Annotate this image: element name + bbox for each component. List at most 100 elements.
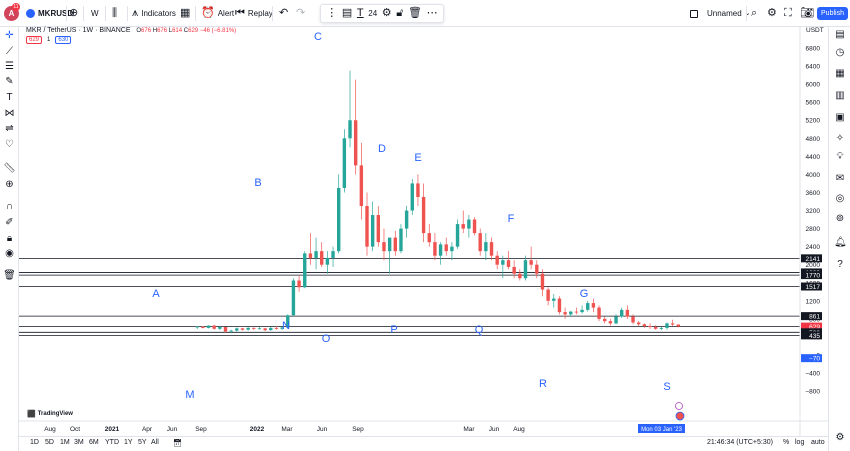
auto-toggle[interactable]: auto (811, 439, 825, 446)
hotlist-icon[interactable]: ▥ (835, 90, 845, 101)
notifications-icon[interactable]: 🔔︎ (834, 237, 847, 248)
range-1d[interactable]: 1D (30, 439, 39, 446)
tradingview-logo[interactable]: ⬛ TradingView (27, 411, 73, 418)
candle-body (280, 327, 284, 329)
grid-icon: ▦ (180, 7, 191, 19)
annotation-label-q: Q (475, 324, 484, 336)
search-icon: ⌕ (751, 7, 758, 19)
redo-button[interactable]: ↷ (296, 0, 305, 27)
settings-gear-icon[interactable]: ⚙ (381, 7, 392, 19)
clock-time[interactable]: 21:46:34 (UTC+5:30) (707, 439, 773, 446)
brush-icon[interactable]: ✎ (5, 76, 14, 87)
remove-drawings-icon[interactable]: 🗑︎ (3, 270, 16, 281)
time-tick-label: 2022 (250, 426, 265, 433)
candle-body (376, 215, 381, 243)
text-color-icon[interactable]: T (356, 7, 364, 19)
stay-in-drawing-icon[interactable]: ✐ (5, 217, 14, 228)
candle-body (286, 315, 290, 328)
watchlist-icon[interactable]: ▤ (835, 29, 845, 40)
chart-settings-button[interactable]: ⚙ (767, 0, 777, 27)
symbol-search[interactable]: MKRUSD (26, 0, 73, 27)
lock-drawings-icon[interactable]: 🔒︎ (6, 233, 13, 244)
template-icon[interactable]: ▤ (341, 7, 353, 19)
data-window-icon[interactable]: ▦ (835, 68, 845, 79)
candle-body (370, 215, 375, 247)
log-toggle[interactable]: log (795, 439, 805, 446)
snapshot-button[interactable]: 📷︎ (800, 0, 814, 27)
publish-button[interactable]: Publish (817, 7, 848, 20)
magnet-icon[interactable]: ∩ (5, 201, 14, 212)
ideas-icon[interactable]: ✧ (835, 133, 845, 144)
price-tick-label: −800 (805, 389, 820, 396)
crosshair-date-text: Mon 03 Jan '23 (641, 427, 683, 433)
candle-body (636, 322, 641, 325)
price-axis-currency: USDT (806, 27, 824, 34)
font-size-select[interactable]: 24 (368, 9, 378, 18)
chat-icon[interactable]: ✉ (835, 173, 845, 184)
ruler-icon[interactable]: 📏︎ (3, 163, 16, 174)
calendar-icon[interactable]: ▣ (835, 112, 845, 123)
candle-body (331, 251, 335, 258)
range-6m[interactable]: 6M (89, 439, 99, 446)
candle-body (342, 138, 347, 188)
streams-icon[interactable]: ◎ (835, 193, 845, 204)
candle-body (467, 219, 471, 229)
candle-body (472, 219, 477, 234)
zoom-in-icon[interactable]: ⊕ (5, 179, 14, 190)
annotation-label-b: B (254, 177, 261, 189)
candle-body (563, 312, 567, 315)
broadcast-icon[interactable]: ⊚ (835, 213, 845, 224)
chart-type-button[interactable]: ⫼ (112, 0, 117, 27)
help-icon[interactable]: ? (837, 259, 843, 270)
indicators-button[interactable]: ⩚ Indicators (132, 0, 176, 27)
drag-handle-icon[interactable]: ⋮ (326, 7, 338, 19)
goto-date-icon[interactable]: 📅︎ (173, 440, 182, 447)
fullscreen-button[interactable]: ⛶ (784, 0, 792, 27)
sell-button[interactable]: 629 (26, 36, 43, 44)
time-tick-label: Aug (44, 426, 56, 433)
buy-button[interactable]: 630 (55, 36, 72, 44)
lock-icon[interactable]: 🔓︎ (396, 7, 404, 19)
candle-body (212, 325, 216, 329)
pattern-icon[interactable]: ⋈ (4, 108, 15, 119)
annotation-label-e: E (414, 152, 421, 164)
trend-line-icon[interactable]: ⟋ (6, 46, 13, 57)
range-5y[interactable]: 5Y (138, 439, 147, 446)
indicators-label: Indicators (141, 9, 176, 18)
templates-button[interactable]: ▦ (180, 0, 190, 27)
heart-icon[interactable]: ♡ (5, 139, 14, 150)
panel-settings-icon[interactable]: ⚙ (835, 432, 845, 443)
eye-icon[interactable]: ◉ (5, 248, 14, 259)
range-5d[interactable]: 5D (45, 439, 54, 446)
search-button[interactable]: ⌕ (751, 0, 757, 27)
crosshair-icon[interactable]: ✛ (5, 30, 14, 41)
more-icon[interactable]: ⋯ (426, 7, 438, 19)
alert-button[interactable]: ⏰ Alert (201, 0, 234, 27)
price-label-text: 1517 (806, 284, 821, 291)
candle-body (529, 260, 533, 265)
range-ytd[interactable]: YTD (105, 439, 119, 446)
range-1m[interactable]: 1M (60, 439, 70, 446)
fib-retracement-icon[interactable]: ☰ (5, 61, 14, 72)
range-3m[interactable]: 3M (74, 439, 84, 446)
layout-menu[interactable]: Unnamed ⌄ (690, 0, 751, 27)
lightbulb-icon[interactable]: 💡︎ (836, 151, 844, 162)
interval-button[interactable]: W (91, 0, 99, 27)
percent-toggle[interactable]: % (783, 439, 790, 446)
candle-body (455, 224, 460, 247)
candle-body (314, 251, 318, 258)
text-tool-icon[interactable]: T (6, 92, 13, 103)
alerts-clock-icon[interactable]: ◷ (835, 47, 845, 58)
range-all[interactable]: All (151, 439, 159, 446)
prediction-icon[interactable]: ⇌ (5, 123, 14, 134)
replay-button[interactable]: ⏮ Replay (235, 0, 273, 27)
candle-body (359, 165, 364, 207)
undo-button[interactable]: ↶ (279, 0, 288, 27)
candle-body (223, 327, 228, 332)
trash-icon[interactable]: 🗑︎ (408, 7, 422, 19)
legend-title[interactable]: MKR / TetherUS · 1W · BINANCE (26, 27, 131, 34)
candle-body (523, 260, 528, 279)
compare-button[interactable]: ⊕ (69, 0, 78, 27)
range-1y[interactable]: 1Y (124, 439, 133, 446)
